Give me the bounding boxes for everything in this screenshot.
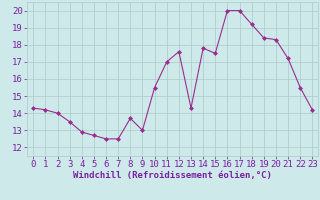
- X-axis label: Windchill (Refroidissement éolien,°C): Windchill (Refroidissement éolien,°C): [73, 171, 272, 180]
